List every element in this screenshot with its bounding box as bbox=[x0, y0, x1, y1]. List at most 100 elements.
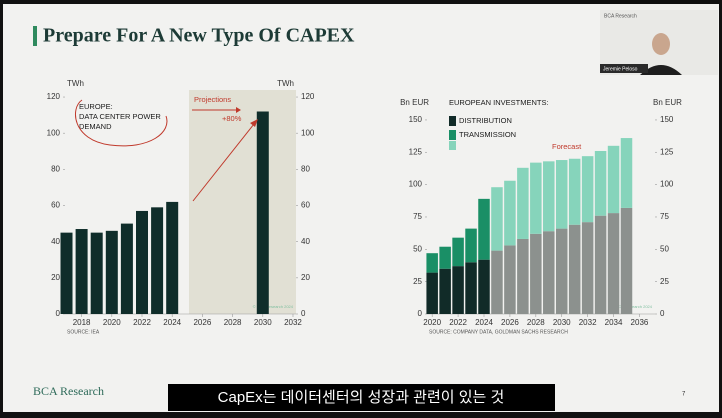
y-tick-label: 100 bbox=[47, 128, 61, 137]
y-tick-label: 120 bbox=[47, 92, 61, 101]
bar-segment bbox=[607, 145, 620, 214]
watermark: © BCA Research 2024 bbox=[253, 304, 294, 309]
x-tick-label: 2022 bbox=[449, 318, 467, 327]
chart-title: DATA CENTER POWER bbox=[79, 112, 161, 121]
legend-label: TRANSMISSION bbox=[459, 130, 516, 139]
bar-segment bbox=[478, 198, 490, 260]
x-tick-label: 2032 bbox=[579, 318, 597, 327]
title-circle bbox=[75, 99, 168, 147]
y-axis-label: Bn EUR bbox=[400, 98, 429, 107]
y2-tick-label: 40 bbox=[301, 237, 310, 246]
bar-segment bbox=[594, 150, 607, 216]
y2-tick-label: 50 bbox=[660, 244, 669, 253]
brand-logo: BCA Research bbox=[33, 384, 104, 398]
y-tick-label: 80 bbox=[51, 164, 60, 173]
y2-tick-label: 100 bbox=[301, 128, 315, 137]
y2-tick-label: 150 bbox=[660, 115, 674, 124]
bar bbox=[105, 230, 118, 314]
x-tick-label: 2032 bbox=[284, 318, 302, 327]
annotation: Projections bbox=[194, 95, 231, 104]
bar-segment bbox=[543, 161, 555, 232]
source: SOURCE: IEA bbox=[67, 329, 100, 335]
y-tick-label: 0 bbox=[56, 309, 61, 318]
bar-segment bbox=[594, 215, 607, 314]
y2-tick-label: 20 bbox=[301, 273, 310, 282]
bar-segment bbox=[452, 237, 464, 267]
bar-segment bbox=[517, 167, 529, 239]
bar bbox=[166, 201, 179, 314]
y2-tick-label: 120 bbox=[301, 92, 315, 101]
bar-segment bbox=[581, 156, 594, 223]
y2-axis-label: TWh bbox=[277, 79, 294, 88]
growth-arrow bbox=[192, 123, 255, 202]
bar bbox=[151, 207, 164, 314]
legend-swatch bbox=[449, 130, 456, 140]
bar-segment bbox=[478, 259, 490, 314]
y-tick-label: 150 bbox=[409, 115, 423, 124]
x-tick-label: 2022 bbox=[133, 318, 151, 327]
bar-segment bbox=[439, 246, 451, 269]
bar bbox=[120, 223, 133, 314]
webcam-name: Jeremie Peloso bbox=[603, 66, 638, 72]
bar-segment bbox=[465, 228, 477, 263]
bar-segment bbox=[504, 180, 516, 246]
face bbox=[652, 33, 670, 55]
x-tick-label: 2018 bbox=[73, 318, 91, 327]
legend-swatch bbox=[449, 141, 456, 150]
bar-segment bbox=[517, 238, 529, 314]
annotation: +80% bbox=[222, 114, 242, 123]
title-accent bbox=[33, 26, 37, 46]
bar-segment bbox=[607, 213, 620, 314]
bar-segment bbox=[530, 162, 542, 234]
y2-tick-label: 25 bbox=[660, 277, 669, 286]
bar-segment bbox=[581, 222, 594, 314]
bar-segment bbox=[452, 266, 464, 314]
x-tick-label: 2028 bbox=[224, 318, 242, 327]
webcam-brand: BCA Research bbox=[604, 13, 637, 19]
x-tick-label: 2020 bbox=[103, 318, 121, 327]
source: SOURCE: COMPANY DATA, GOLDMAN SACHS RESE… bbox=[429, 329, 568, 335]
legend-swatch bbox=[449, 116, 456, 126]
y-tick-label: 20 bbox=[51, 273, 60, 282]
x-tick-label: 2030 bbox=[553, 318, 571, 327]
shoulders bbox=[640, 65, 682, 75]
legend-label: DISTRIBUTION bbox=[459, 116, 512, 125]
bar-segment bbox=[530, 233, 542, 314]
bar-segment bbox=[568, 224, 581, 314]
y2-tick-label: 75 bbox=[660, 212, 669, 221]
legend-title: EUROPEAN INVESTMENTS: bbox=[449, 98, 549, 107]
bar bbox=[256, 111, 269, 314]
annotation-arrowhead bbox=[236, 107, 241, 113]
bar-segment bbox=[568, 158, 581, 225]
y2-tick-label: 100 bbox=[660, 180, 674, 189]
bar-segment bbox=[555, 160, 568, 229]
bar bbox=[75, 229, 88, 314]
y-tick-label: 0 bbox=[418, 309, 423, 318]
name-tag bbox=[600, 64, 648, 73]
bar-segment bbox=[491, 187, 503, 251]
y-tick-label: 50 bbox=[413, 244, 422, 253]
growth-arrowhead bbox=[250, 119, 258, 127]
y-tick-label: 40 bbox=[51, 237, 60, 246]
y-tick-label: 60 bbox=[51, 201, 60, 210]
projection-region bbox=[189, 90, 296, 314]
bar-segment bbox=[620, 207, 633, 314]
x-tick-label: 2024 bbox=[475, 318, 493, 327]
x-tick-label: 2030 bbox=[254, 318, 272, 327]
x-tick-label: 2034 bbox=[605, 318, 623, 327]
bar-segment bbox=[555, 228, 568, 314]
bar-segment bbox=[491, 250, 503, 314]
x-tick-label: 2020 bbox=[423, 318, 441, 327]
y2-tick-label: 125 bbox=[660, 147, 674, 156]
annotation: Forecast bbox=[552, 142, 582, 151]
bar-segment bbox=[426, 253, 438, 273]
y2-tick-label: 60 bbox=[301, 201, 310, 210]
y2-tick-label: 0 bbox=[301, 309, 306, 318]
caption: CapEx는 데이터센터의 성장과 관련이 있는 것 bbox=[218, 389, 505, 406]
bar-segment bbox=[504, 245, 516, 314]
x-tick-label: 2024 bbox=[163, 318, 181, 327]
x-tick-label: 2036 bbox=[631, 318, 649, 327]
bar bbox=[90, 232, 103, 314]
y2-axis-label: Bn EUR bbox=[653, 98, 682, 107]
y-tick-label: 75 bbox=[413, 212, 422, 221]
